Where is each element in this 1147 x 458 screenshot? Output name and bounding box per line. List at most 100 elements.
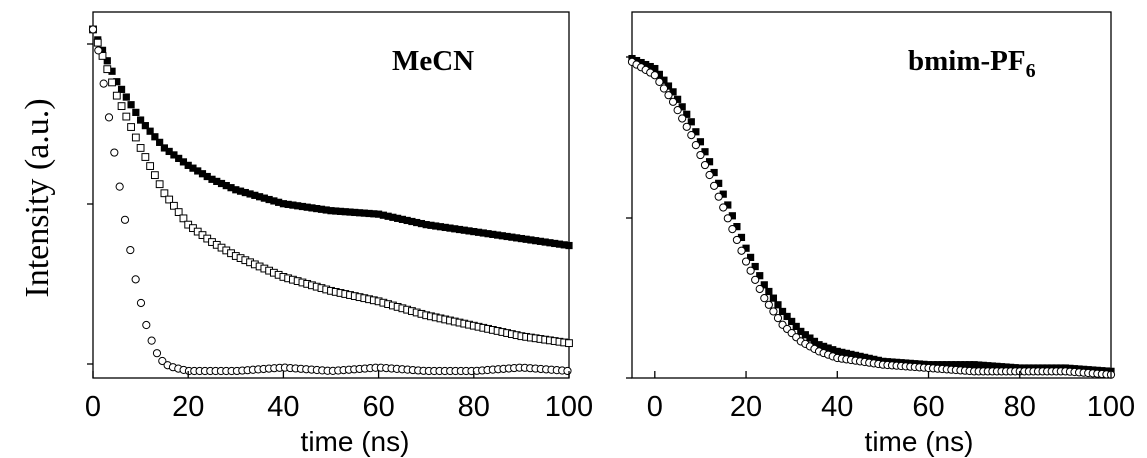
data-point-series-1 [365,209,373,218]
data-point-series-1 [217,179,226,188]
data-point-series-1 [778,307,787,316]
data-point-series-2 [98,52,107,60]
data-point-series-1 [660,76,668,84]
data-point-series-1 [984,362,992,370]
data-point-series-2 [705,170,714,180]
data-point-series-1 [861,353,869,361]
data-point-series-2 [723,214,732,223]
data-point-series-1 [355,209,364,217]
data-point-series-1 [375,210,383,218]
x-tick-label: 40 [821,391,853,423]
data-point-series-1 [417,219,426,228]
data-point-series-1 [747,253,755,261]
data-point-series-1 [696,138,705,146]
data-point-series-2 [700,160,710,170]
data-point-series-1 [765,287,773,296]
data-point-series-1 [465,227,473,235]
data-point-series-2 [678,114,687,123]
data-point-series-1 [336,207,345,215]
data-point-series-1 [678,103,686,111]
data-point-series-1 [555,240,564,248]
data-point-series-1 [451,225,459,233]
data-point-series-1 [947,361,955,369]
data-point-series-1 [117,85,126,93]
data-point-series-1 [829,346,837,354]
data-point-series-3 [115,182,124,191]
data-point-series-1 [441,223,449,232]
data-point-series-2 [769,307,778,316]
data-point-series-1 [683,110,691,118]
data-point-series-1 [236,187,245,195]
data-point-series-1 [379,211,387,219]
data-point-series-1 [536,237,545,245]
x-tick-label: 60 [912,391,944,423]
data-point-series-1 [938,361,946,369]
data-point-series-1 [751,262,759,271]
data-point-series-1 [715,179,723,187]
panel-label-mecn: MeCN [392,45,474,77]
data-point-series-2 [760,294,769,303]
data-point-series-3 [94,46,103,55]
data-point-series-1 [724,201,732,209]
data-point-series-2 [155,180,164,189]
data-point-series-1 [956,361,965,369]
data-point-series-1 [198,170,207,178]
data-point-series-2 [755,284,764,294]
data-point-series-1 [413,218,421,227]
data-point-series-1 [801,331,809,339]
data-point-series-1 [669,88,677,96]
data-point-series-1 [806,334,814,342]
data-point-series-2 [127,123,135,131]
data-point-series-1 [189,164,197,172]
data-point-series-1 [179,158,188,166]
data-point-series-1 [113,78,121,86]
data-point-series-1 [398,215,406,223]
data-point-series-2 [108,78,116,87]
data-point-series-2 [141,153,150,161]
data-point-series-2 [160,189,169,198]
data-point-series-2 [150,171,159,180]
panel-bmim: 0 20 40 60 80 100 time (ns) bmim-PF6 [626,11,1135,457]
data-point-series-2 [741,257,751,266]
data-point-series-1 [527,236,535,244]
data-point-series-1 [194,167,202,175]
data-point-series-1 [498,232,506,240]
data-point-series-1 [737,233,746,242]
data-point-series-1 [719,190,727,198]
marks-mecn [88,25,573,376]
data-point-series-1 [474,228,483,236]
data-point-series-1 [769,294,778,302]
data-point-series-1 [710,168,718,177]
data-point-series-1 [298,202,307,211]
data-point-series-1 [664,82,673,90]
data-point-series-1 [489,230,497,238]
data-point-series-3 [563,366,572,376]
data-point-series-1 [810,337,819,345]
data-point-series-1 [232,186,240,194]
data-point-series-2 [103,65,112,74]
data-point-series-1 [389,213,397,221]
data-point-series-2 [170,201,178,210]
data-point-series-1 [313,204,321,213]
data-point-series-1 [432,222,440,230]
data-point-series-1 [637,58,645,67]
x-tick-label: 20 [172,391,204,423]
data-point-series-1 [820,342,828,350]
data-point-series-1 [346,208,354,216]
data-point-series-2 [682,122,691,131]
data-point-series-1 [760,281,768,289]
data-point-series-2 [165,195,174,204]
data-point-series-1 [141,122,149,130]
data-point-series-1 [788,317,796,326]
data-point-series-2 [179,214,188,223]
data-point-series-2 [131,133,140,142]
plot-frame-bmim [631,11,1112,379]
x-tick-label: 60 [362,391,394,423]
data-point-series-1 [674,95,682,103]
data-point-series-1 [565,241,573,250]
data-point-series-1 [327,207,335,215]
data-point-series-1 [227,184,235,192]
data-point-series-1 [965,361,974,369]
data-point-series-2 [122,112,131,121]
data-point-series-1 [322,206,330,214]
